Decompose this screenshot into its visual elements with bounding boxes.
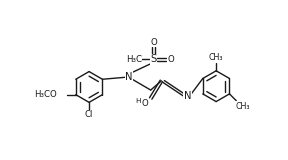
- Text: O: O: [141, 99, 148, 108]
- Text: O: O: [150, 38, 157, 47]
- Text: Cl: Cl: [85, 110, 93, 119]
- Text: CH₃: CH₃: [209, 53, 223, 62]
- Text: CH₃: CH₃: [235, 102, 250, 111]
- Text: H₃C: H₃C: [126, 55, 142, 64]
- Text: N: N: [125, 72, 133, 82]
- Text: N: N: [184, 91, 192, 101]
- Text: S: S: [151, 54, 157, 64]
- Text: H₃CO: H₃CO: [35, 90, 57, 99]
- Text: O: O: [167, 55, 174, 64]
- Text: H: H: [136, 98, 141, 104]
